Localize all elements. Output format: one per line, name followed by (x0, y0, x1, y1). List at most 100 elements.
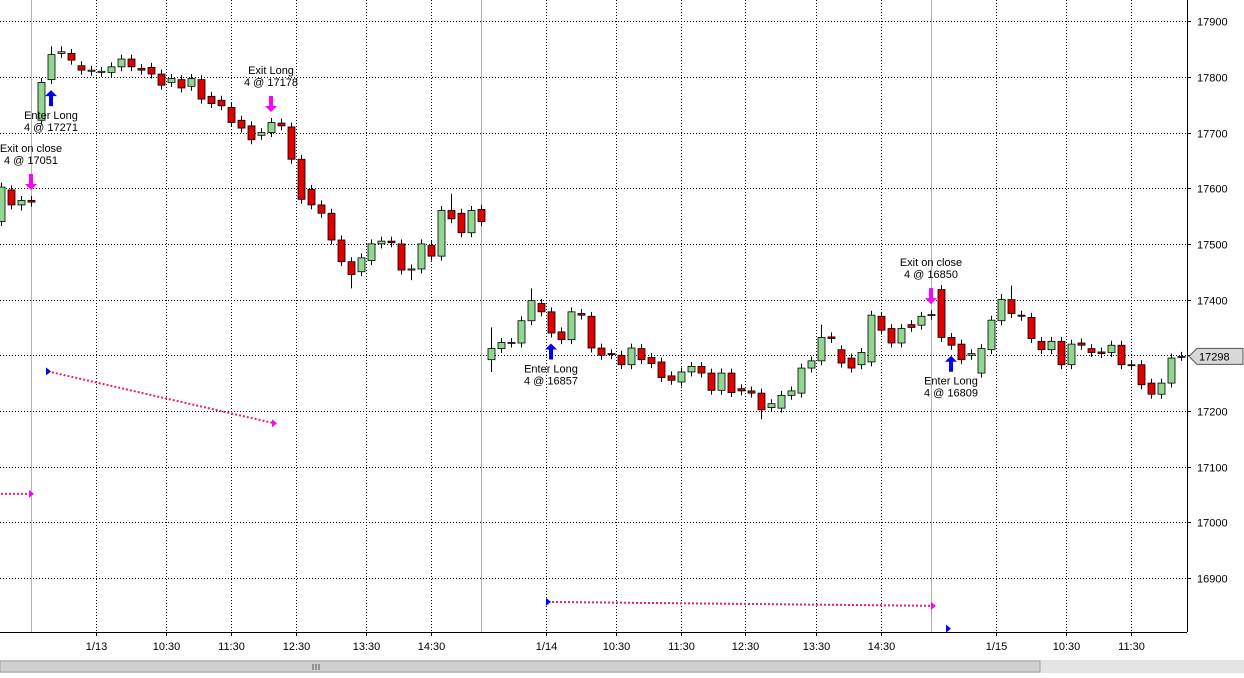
candle-body (577, 313, 586, 316)
trade-marker (29, 489, 34, 498)
candle-body (1157, 382, 1166, 395)
candle-body (817, 337, 826, 362)
candle-body (757, 392, 766, 411)
candle-body (1107, 344, 1116, 353)
candle-body (647, 357, 656, 365)
annotation-text: 4 @ 16809 (924, 388, 978, 400)
scroll-thumb[interactable] (0, 660, 1041, 673)
y-tick-label: 17200 (1197, 407, 1228, 419)
candle-body (457, 212, 466, 234)
candle-body (967, 353, 976, 356)
candle-body (797, 367, 806, 394)
candle-body (887, 328, 896, 344)
candle-body (57, 51, 66, 54)
candle-body (1177, 355, 1186, 358)
candle-body (347, 261, 356, 275)
annotation-text: 4 @ 17271 (24, 122, 78, 134)
candle-body (977, 348, 986, 374)
candle-body (687, 365, 696, 373)
candle-body (1017, 314, 1026, 317)
candle-body (317, 204, 326, 214)
candle-body (227, 107, 236, 123)
annotation-text: 4 @ 16857 (524, 375, 578, 387)
candle-body (107, 66, 116, 73)
candle-body (417, 243, 426, 270)
annotation-text: 4 @ 17178 (244, 77, 298, 89)
candle-body (897, 328, 906, 344)
candle-body (307, 188, 316, 206)
candle-body (807, 360, 816, 369)
candle-body (667, 375, 676, 381)
annotation-text: 4 @ 17051 (4, 155, 58, 167)
candle-body (0, 186, 6, 223)
candle-body (447, 210, 456, 220)
candle-body (937, 289, 946, 338)
candle-body (767, 403, 776, 408)
candle-body (177, 79, 186, 89)
candle-body (1027, 316, 1036, 339)
x-tick-label: 11:30 (218, 641, 245, 653)
candle-body (787, 390, 796, 396)
candle-body (1147, 382, 1156, 395)
annotation-text: Exit on close (0, 143, 62, 155)
candle-body (287, 126, 296, 160)
candle-body (1067, 343, 1076, 366)
candle-body (147, 66, 156, 75)
candle-body (927, 314, 936, 317)
candle-body (37, 82, 46, 121)
candle-body (657, 361, 666, 378)
last-price-box (1188, 347, 1244, 365)
x-tick-label: 13:30 (803, 641, 831, 653)
candle-body (117, 58, 126, 68)
candle-body (547, 311, 556, 334)
candle-body (997, 299, 1006, 322)
candle-body (137, 68, 146, 71)
candle-body (207, 95, 216, 104)
candle-body (427, 245, 436, 257)
candle-body (837, 349, 846, 364)
candle-body (957, 343, 966, 361)
candle-body (907, 324, 916, 328)
candle-body (727, 372, 736, 393)
candle-body (127, 58, 136, 68)
candle-body (187, 78, 196, 87)
candle-body (1047, 340, 1056, 351)
annotation-text: Enter Long (24, 110, 78, 122)
candle-body (697, 365, 706, 374)
candle-body (17, 200, 26, 206)
annotation-text: Exit Long (248, 65, 294, 77)
candle-body (637, 348, 646, 361)
y-tick-label: 17800 (1197, 73, 1228, 85)
candle-body (67, 53, 76, 61)
annotation-text: Enter Long (524, 363, 578, 375)
x-tick-label: 12:30 (732, 641, 760, 653)
annotation-text: 4 @ 16850 (904, 269, 958, 281)
candle-body (1057, 340, 1066, 366)
candle-body (747, 390, 756, 394)
candle-body (857, 352, 866, 366)
candle-body (527, 300, 536, 322)
arrow (45, 90, 57, 107)
y-tick-label: 16900 (1197, 574, 1228, 586)
candle-body (87, 69, 96, 72)
candle-body (627, 347, 636, 366)
x-tick-label: 11:30 (668, 641, 695, 653)
candle-body (237, 119, 246, 129)
candle-body (1087, 348, 1096, 353)
candle-body (567, 311, 576, 341)
candle-body (1127, 364, 1136, 367)
candle-body (197, 79, 206, 100)
candle-body (267, 122, 276, 133)
candle-body (867, 314, 876, 363)
arrow (25, 174, 37, 191)
x-tick-label: 13:30 (353, 641, 381, 653)
candle-body (1077, 342, 1086, 346)
trade-marker (46, 367, 51, 376)
candle-body (337, 239, 346, 263)
candle-body (27, 200, 36, 203)
